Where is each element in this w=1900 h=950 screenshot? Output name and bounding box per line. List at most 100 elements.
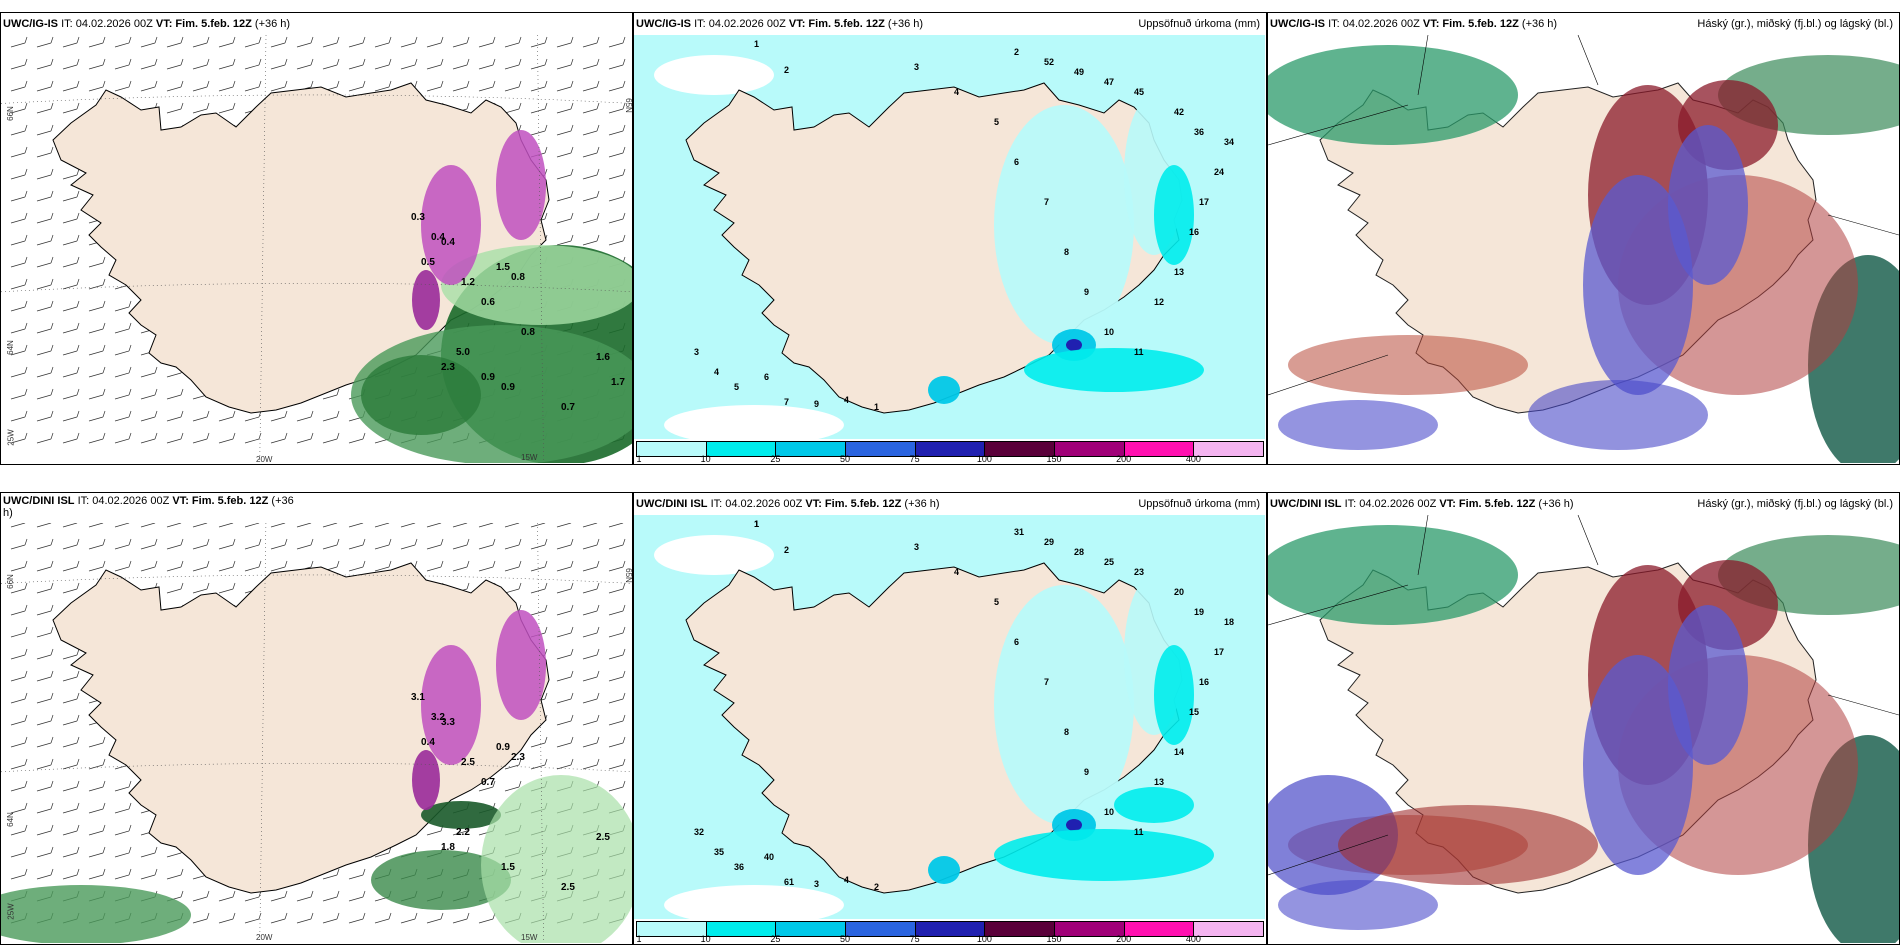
value-label: 2 bbox=[1014, 47, 1019, 57]
value-label: 49 bbox=[1074, 67, 1084, 77]
value-label: 0.9 bbox=[501, 382, 515, 393]
valid-time: Fim. 5.feb. 12Z bbox=[1442, 18, 1519, 30]
value-label: 7 bbox=[1044, 197, 1049, 207]
value-label: 0.8 bbox=[521, 327, 535, 338]
value-label: 40 bbox=[764, 852, 774, 862]
value-label: 2 bbox=[784, 545, 789, 555]
value-label: 0.3 bbox=[411, 212, 425, 223]
value-label: 5 bbox=[734, 382, 739, 392]
init-time: IT: 04.02.2026 00Z bbox=[77, 495, 170, 507]
panel-igis-accum-precip: UWC/IG-IS IT: 04.02.2026 00Z VT: Fim. 5.… bbox=[633, 12, 1267, 465]
value-label: 1.5 bbox=[501, 862, 515, 873]
value-label: 3.2 bbox=[431, 712, 445, 723]
legend-swatch bbox=[637, 922, 707, 936]
value-label: 8 bbox=[1064, 727, 1069, 737]
value-label: 11 bbox=[1134, 827, 1144, 837]
valid-time: Fim. 5.feb. 12Z bbox=[175, 18, 252, 30]
lon-label-25w: 25W bbox=[6, 429, 16, 446]
legend-swatch bbox=[846, 922, 916, 936]
lon-label-25w: 25W bbox=[6, 903, 16, 920]
legend-swatch bbox=[1055, 442, 1125, 456]
value-label: 13 bbox=[1154, 777, 1164, 787]
value-label: 3 bbox=[914, 62, 919, 72]
value-label: 7 bbox=[784, 397, 789, 407]
value-label: 0.4 bbox=[441, 237, 455, 248]
value-label: 42 bbox=[1174, 107, 1184, 117]
lon-label-20w: 20W bbox=[256, 933, 273, 942]
legend-tick: 1 bbox=[636, 454, 642, 464]
lat-label-66n: 66N bbox=[5, 574, 15, 589]
value-label: 25 bbox=[1104, 557, 1114, 567]
value-label: 1.8 bbox=[441, 842, 455, 853]
legend-tick: 50 bbox=[839, 934, 851, 944]
value-label: 4 bbox=[954, 567, 959, 577]
value-label: 1.5 bbox=[496, 262, 510, 273]
value-label: 36 bbox=[734, 862, 744, 872]
value-label: 1 bbox=[754, 519, 759, 529]
value-label: 12 bbox=[1154, 297, 1164, 307]
value-label: 3.1 bbox=[411, 692, 425, 703]
panel-dini-accum-precip: UWC/DINI ISL IT: 04.02.2026 00Z VT: Fim.… bbox=[633, 492, 1267, 945]
value-label: 5 bbox=[994, 117, 999, 127]
model-name: UWC/DINI ISL bbox=[636, 498, 708, 510]
value-label: 0.7 bbox=[481, 777, 495, 788]
value-label: 2 bbox=[784, 65, 789, 75]
value-label: 17 bbox=[1214, 647, 1224, 657]
lead-time: (+36 h) bbox=[904, 498, 940, 510]
panel-header: UWC/IG-IS IT: 04.02.2026 00Z VT: Fim. 5.… bbox=[1, 13, 632, 35]
color-legend: 1 10 25 50 75 100 150 200 400 bbox=[634, 920, 1266, 944]
value-label: 24 bbox=[1214, 167, 1224, 177]
value-label: 9 bbox=[1084, 287, 1089, 297]
init-time: IT: 04.02.2026 00Z bbox=[694, 18, 786, 30]
value-label: 20 bbox=[1174, 587, 1184, 597]
value-label: 15 bbox=[1189, 707, 1199, 717]
legend-tick: 25 bbox=[770, 934, 781, 944]
legend-swatch bbox=[776, 922, 847, 936]
legend-tick: 200 bbox=[1116, 934, 1132, 944]
map-area: 1 2 3 4 5 6 7 8 9 10 11 12 13 16 17 24 34 36 42 45 47 49 52 2 3 4… bbox=[634, 35, 1266, 440]
value-label: 28 bbox=[1074, 547, 1084, 557]
value-label: 1 bbox=[754, 519, 759, 529]
value-label: 19 bbox=[1194, 607, 1204, 617]
legend-swatch bbox=[706, 922, 777, 936]
panel-title: Uppsöfnuð úrkoma (mm) bbox=[1138, 18, 1260, 30]
legend-swatch bbox=[1124, 922, 1195, 936]
lead-time: (+36 h) bbox=[254, 18, 291, 30]
value-label: 45 bbox=[1134, 87, 1144, 97]
value-label: 1 bbox=[754, 39, 759, 49]
value-label: 6 bbox=[1014, 157, 1019, 167]
value-label: 2.5 bbox=[561, 882, 575, 893]
map-area bbox=[1268, 515, 1899, 944]
legend-tick: 400 bbox=[1185, 934, 1201, 944]
value-label: 8 bbox=[1064, 247, 1069, 257]
value-label: 5 bbox=[994, 597, 999, 607]
value-label: 13 bbox=[1174, 267, 1184, 277]
legend-tick: 50 bbox=[839, 454, 851, 464]
value-label: 1.2 bbox=[461, 277, 475, 288]
panel-header: UWC/IG-IS IT: 04.02.2026 00Z VT: Fim. 5.… bbox=[634, 13, 1266, 35]
legend-tick: 75 bbox=[909, 934, 920, 944]
valid-label: VT: bbox=[805, 498, 822, 510]
value-label: 0.9 bbox=[496, 742, 510, 753]
value-label: 3.3 bbox=[441, 717, 455, 728]
valid-time: Fim. 5.feb. 12Z bbox=[191, 495, 269, 507]
panel-header: UWC/IG-IS IT: 04.02.2026 00Z VT: Fim. 5.… bbox=[1268, 13, 1899, 35]
valid-time: Fim. 5.feb. 12Z bbox=[1458, 498, 1536, 510]
valid-time: Fim. 5.feb. 12Z bbox=[824, 498, 902, 510]
value-label: 4 bbox=[954, 87, 959, 97]
value-label: 35 bbox=[714, 847, 724, 857]
init-time: IT: 04.02.2026 00Z bbox=[1344, 498, 1437, 510]
panel-dini-wind-precip: UWC/DINI ISL IT: 04.02.2026 00Z VT: Fim.… bbox=[0, 492, 633, 945]
legend-tick: 200 bbox=[1116, 454, 1132, 464]
legend-swatch bbox=[1055, 922, 1125, 936]
value-label: 29 bbox=[1044, 537, 1054, 547]
value-label: 5.0 bbox=[456, 347, 470, 358]
legend-swatch bbox=[1194, 922, 1264, 936]
panel-dini-clouds: UWC/DINI ISL IT: 04.02.2026 00Z VT: Fim.… bbox=[1267, 492, 1900, 945]
value-label: 7 bbox=[1044, 677, 1049, 687]
lead-time: (+36 h) bbox=[1521, 18, 1558, 30]
value-label: 9 bbox=[814, 399, 819, 409]
lat-label-64n: 64N bbox=[5, 812, 15, 827]
value-label: 1.6 bbox=[596, 352, 610, 363]
value-label: 14 bbox=[1174, 747, 1184, 757]
